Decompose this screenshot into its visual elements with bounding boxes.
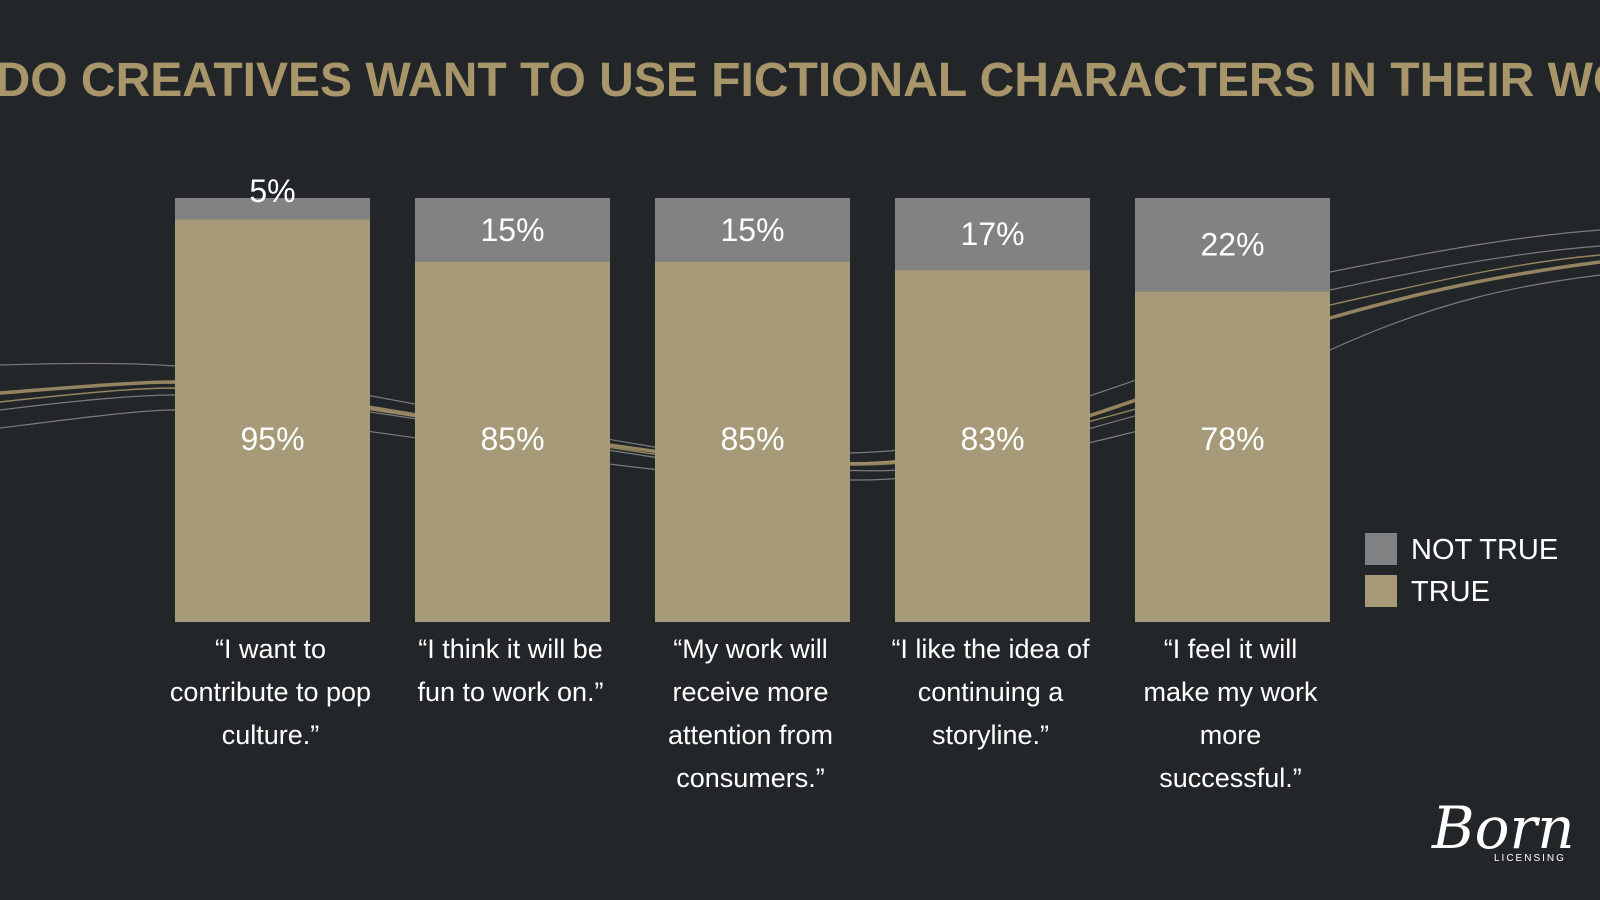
value-label-not-true: 15%	[720, 212, 784, 248]
category-label: receive more	[672, 677, 828, 707]
category-label: make my work	[1143, 677, 1318, 707]
category-label: fun to work on.”	[417, 677, 603, 707]
bar-true	[415, 261, 610, 622]
value-label-not-true: 17%	[960, 216, 1024, 252]
bar-not-true	[1135, 198, 1330, 292]
bar-true	[1135, 291, 1330, 622]
legend-swatch	[1365, 575, 1397, 607]
born-licensing-logo: Born LICENSING	[1431, 794, 1575, 864]
bar-not-true	[415, 198, 610, 262]
category-label: successful.”	[1159, 763, 1302, 793]
category-label: continuing a	[918, 677, 1065, 707]
legend-label: TRUE	[1411, 576, 1490, 608]
value-label-not-true: 22%	[1200, 227, 1264, 263]
category-label: “I feel it will	[1164, 634, 1298, 664]
value-label-not-true: 5%	[249, 173, 295, 209]
category-label: “I like the idea of	[891, 634, 1090, 664]
bar-group: 95% 5% 85% 15% 85% 15% 83% 17% 78% 22%	[175, 173, 1330, 622]
bar-not-true	[655, 198, 850, 262]
category-label: storyline.”	[932, 720, 1049, 750]
value-label-true: 83%	[960, 421, 1024, 457]
bar-not-true	[895, 198, 1090, 271]
bar-true	[895, 270, 1090, 622]
category-label: “I think it will be	[418, 634, 603, 664]
category-label: contribute to pop	[170, 677, 371, 707]
value-label-true: 95%	[240, 421, 304, 457]
value-label-true: 85%	[480, 421, 544, 457]
logo-script-text: Born	[1431, 794, 1575, 862]
bar-not-true	[175, 198, 370, 220]
category-labels: “I want to contribute to pop culture.” “I t…	[170, 634, 1318, 793]
category-label: more	[1200, 720, 1262, 750]
category-label: consumers.”	[676, 763, 825, 793]
legend-swatch	[1365, 533, 1397, 565]
bar-true	[175, 219, 370, 622]
chart-title: WHY DO CREATIVES WANT TO USE FICTIONAL C…	[0, 54, 1600, 107]
category-label: “My work will	[673, 634, 828, 664]
value-label-true: 85%	[720, 421, 784, 457]
legend: NOT TRUE TRUE	[1365, 533, 1558, 608]
bar-true	[655, 261, 850, 622]
value-label-true: 78%	[1200, 421, 1264, 457]
logo-subtext: LICENSING	[1494, 853, 1566, 864]
category-label: culture.”	[222, 720, 320, 750]
value-label-not-true: 15%	[480, 212, 544, 248]
category-label: “I want to	[215, 634, 326, 664]
legend-label: NOT TRUE	[1411, 534, 1558, 566]
category-label: attention from	[668, 720, 833, 750]
